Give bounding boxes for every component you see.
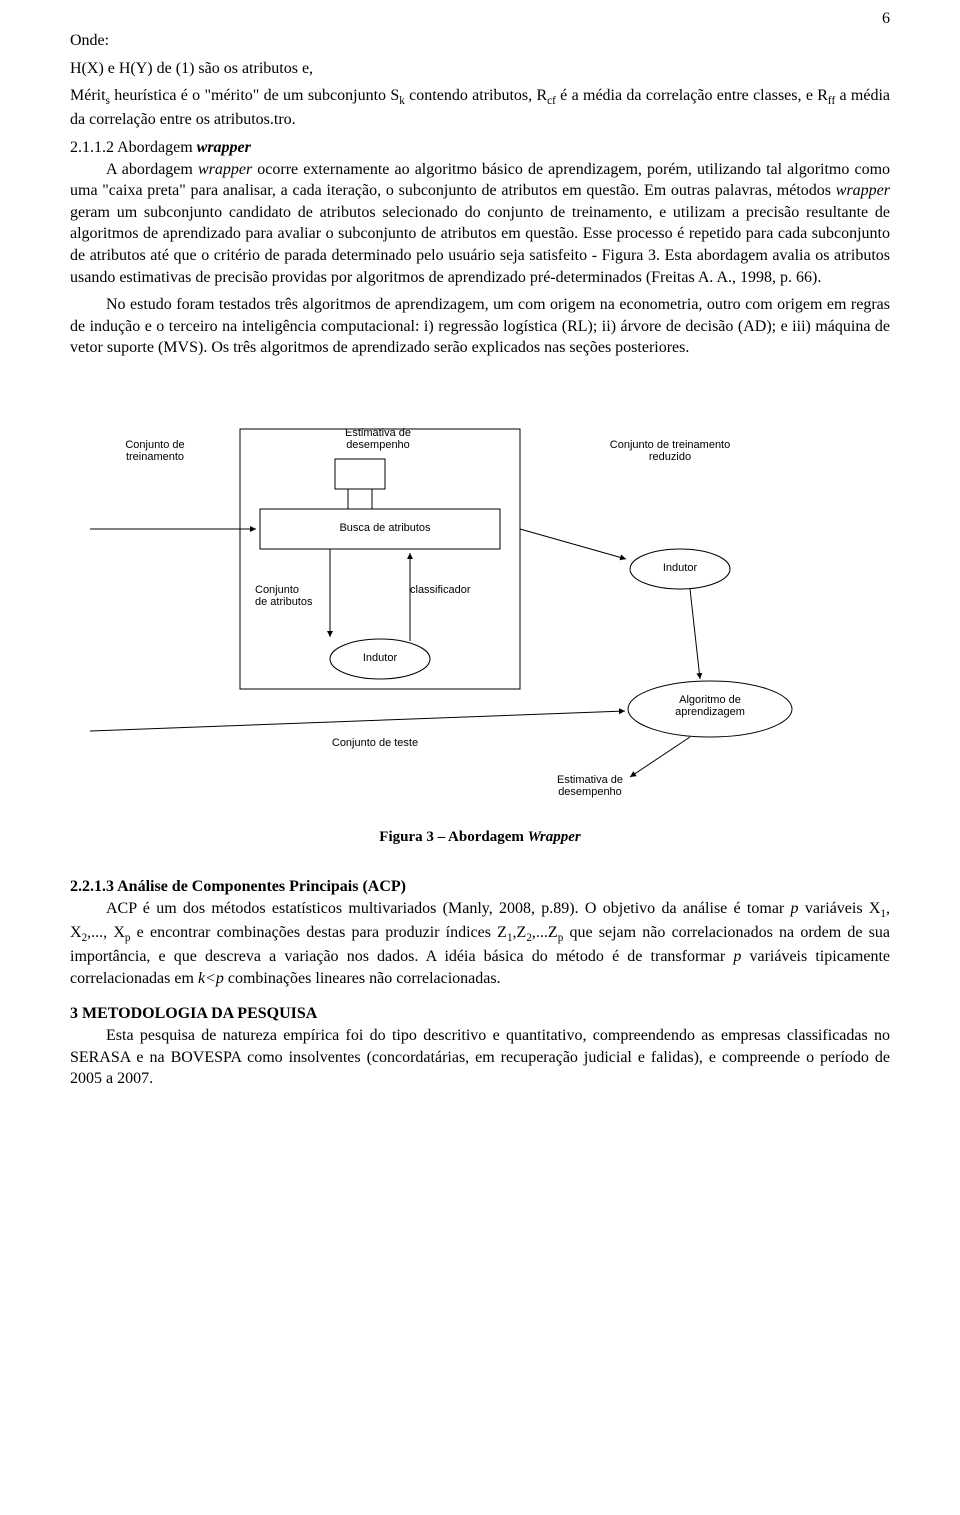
sec-2112-num: 2.1.1.2 Abordagem [70,139,197,156]
s2213a: ACP é um dos métodos estatísticos multiv… [106,900,791,917]
sec-3-p1: Esta pesquisa de natureza empírica foi d… [70,1025,890,1090]
lbl-estimate2: Estimativa de desempenho [540,774,640,798]
lbl-inductor-r: Indutor [655,562,705,574]
onde-lead: Onde: [70,30,890,52]
onde-line2: Mérits heurística é o "mérito" de um sub… [70,85,890,131]
fig3-a: Figura 3 – Abordagem [379,829,527,845]
s2213h: ,...Z [532,924,558,941]
onde-2a: Mérit [70,87,106,104]
lbl-attr-set: Conjunto de atributos [255,584,335,608]
page: 6 Onde: H(X) e H(Y) de (1) são os atribu… [0,0,960,1136]
lbl-attr-search: Busca de atributos [320,522,450,534]
p1a: A abordagem [106,161,198,178]
p1e: geram um subconjunto candidato de atribu… [70,204,890,286]
sec-2112-p1: A abordagem wrapper ocorre externamente … [70,159,890,289]
p1b: wrapper [198,161,252,178]
lbl-test-set: Conjunto de teste [310,737,440,749]
s2213m: combinações lineares não correlacionadas… [224,970,501,987]
lbl-reduced-train: Conjunto de treinamento reduzido [580,439,760,463]
onde-2c: contendo atributos, R [405,87,547,104]
lbl-inductor-in: Indutor [355,652,405,664]
s2213g: ,Z [513,924,527,941]
onde-line1: H(X) e H(Y) de (1) são os atributos e, [70,58,890,80]
sec-2213-title: 2.2.1.3 Análise de Componentes Principai… [70,876,890,898]
sec-2112-title: 2.1.1.2 Abordagem wrapper [70,137,890,159]
fig3-b: Wrapper [528,829,581,845]
s2213e: ,..., X [87,924,125,941]
lbl-train-set: Conjunto de treinamento [110,439,200,463]
page-number: 6 [882,10,890,28]
s2213f: e encontrar combinações destas para prod… [131,924,507,941]
s2213c: variáveis X [799,900,881,917]
wrapper-diagram: Conjunto de treinamento Estimativa de de… [70,389,890,819]
lbl-classifier: classificador [410,584,500,596]
sec-2112-p2: No estudo foram testados três algoritmos… [70,294,890,359]
s2213l: k<p [198,970,224,987]
s2213b: p [791,900,799,917]
lbl-learn-alg: Algoritmo de aprendizagem [660,694,760,718]
p1d: wrapper [836,182,890,199]
sec-3-title: 3 METODOLOGIA DA PESQUISA [70,1003,890,1025]
fig3-caption: Figura 3 – Abordagem Wrapper [70,829,890,846]
onde-2s3: cf [547,95,556,107]
onde-2d: é a média da correlação entre classes, e… [556,87,828,104]
sec-2213-p1: ACP é um dos métodos estatísticos multiv… [70,898,890,990]
lbl-estimate: Estimativa de desempenho [328,427,428,451]
sec-2112-italic: wrapper [197,139,251,156]
onde-2b: heurística é o "mérito" de um subconjunt… [110,87,399,104]
